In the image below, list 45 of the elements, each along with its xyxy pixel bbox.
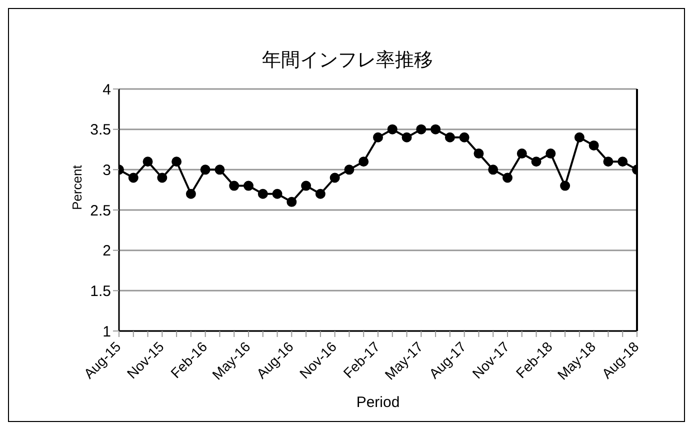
point (344, 164, 354, 175)
point (516, 148, 527, 159)
y-tick-label: 2 (102, 242, 111, 260)
point (459, 132, 470, 142)
point (618, 156, 628, 167)
point (330, 172, 340, 183)
point (244, 180, 254, 191)
y-tick-label: 4 (102, 81, 111, 98)
point (358, 156, 369, 167)
point (560, 180, 570, 191)
point (574, 132, 584, 142)
point (444, 132, 455, 142)
y-tick-label: 1 (102, 323, 111, 340)
point (474, 148, 484, 159)
point (430, 124, 441, 134)
point (315, 188, 326, 199)
y-tick-label: 3 (102, 162, 111, 179)
point (172, 156, 182, 167)
point (142, 156, 153, 167)
point (588, 140, 599, 150)
point (186, 188, 196, 199)
point (387, 124, 398, 134)
point (531, 156, 542, 167)
point (546, 148, 556, 159)
x-axis-title: Period (356, 394, 400, 411)
point (214, 164, 225, 175)
point (373, 132, 383, 142)
point (157, 172, 168, 183)
point (416, 124, 426, 134)
point (301, 180, 312, 191)
y-tick-label: 1.5 (90, 282, 111, 300)
point (402, 132, 412, 142)
point (502, 172, 512, 183)
point (229, 180, 240, 191)
point (603, 156, 614, 167)
point (258, 188, 268, 199)
point (272, 188, 282, 199)
point (128, 172, 138, 183)
y-tick-label: 2.5 (90, 202, 111, 220)
point (200, 164, 210, 175)
point (488, 164, 498, 175)
y-tick-label: 3.5 (90, 122, 111, 139)
chart-title: 年間インフレ率推移 (261, 48, 434, 73)
point (286, 196, 297, 207)
y-axis-title: Percent (70, 164, 85, 210)
